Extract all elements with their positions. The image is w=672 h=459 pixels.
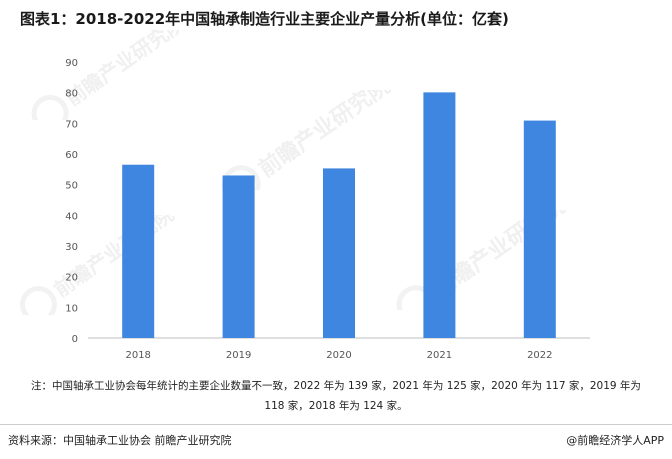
y-tick-label: 30	[65, 242, 78, 253]
y-tick-label: 10	[65, 303, 78, 314]
chart-note: 注：中国轴承工业协会每年统计的主要企业数量不一致，2022 年为 139 家，2…	[31, 380, 641, 412]
x-tick-label: 2021	[427, 350, 452, 361]
watermark-logo-mid-left: 前瞻产业研究院	[19, 215, 178, 315]
y-tick-label: 90	[65, 58, 78, 69]
y-tick-label: 70	[65, 119, 78, 130]
bar-series	[122, 92, 556, 338]
x-tick-label: 2022	[527, 350, 552, 361]
x-tick-label: 2018	[125, 350, 150, 361]
x-tick-label: 2019	[226, 350, 251, 361]
x-tick-label: 2020	[326, 350, 351, 361]
x-axis: 2018 2019 2020 2021 2022	[125, 350, 552, 361]
y-tick-label: 0	[72, 334, 78, 345]
bar-2019	[222, 175, 255, 338]
y-tick-label: 50	[65, 181, 78, 192]
watermark-logo-mid-right: 前瞻产业研究院	[221, 90, 395, 190]
y-tick-label: 80	[65, 89, 78, 100]
y-tick-label: 20	[65, 273, 78, 284]
y-tick-label: 60	[65, 150, 78, 161]
brand-credit: @前瞻经济学人APP	[566, 434, 664, 447]
chart-title: 图表1：2018-2022年中国轴承制造行业主要企业产量分析(单位：亿套)	[20, 10, 509, 28]
footer-divider	[0, 424, 672, 425]
bar-2021	[423, 92, 456, 338]
watermark-logo-top-left: 前瞻产业研究院	[31, 30, 190, 120]
data-source: 资料来源：中国轴承工业协会 前瞻产业研究院	[8, 434, 232, 447]
y-tick-label: 40	[65, 211, 78, 222]
bar-2018	[122, 164, 155, 338]
bar-2020	[323, 168, 355, 338]
bar-chart: 0 10 20 30 40 50 60 70 80 90 2018 2019 2020 2021 2022	[65, 58, 590, 361]
y-axis: 0 10 20 30 40 50 60 70 80 90	[65, 58, 78, 345]
bar-2022	[523, 120, 556, 338]
